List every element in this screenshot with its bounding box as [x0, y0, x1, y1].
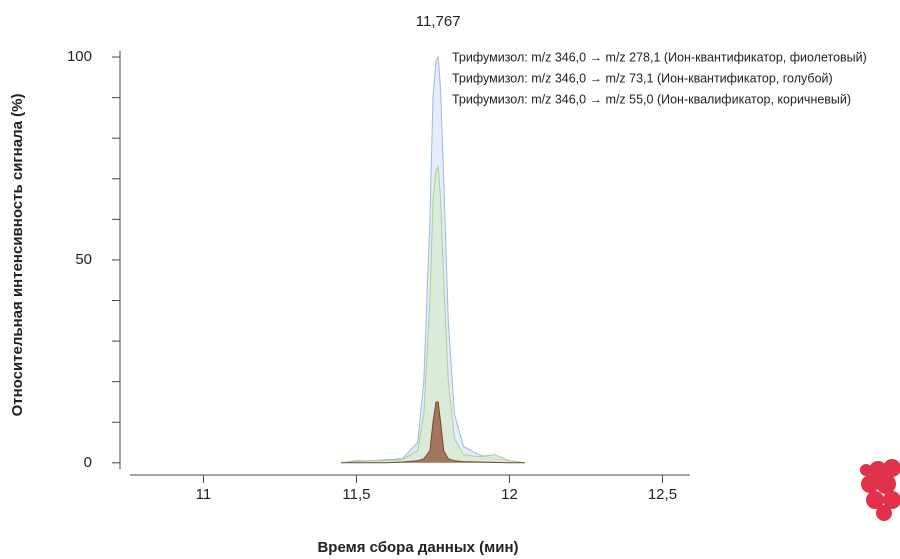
- x-tick-label: 12,5: [648, 486, 677, 503]
- y-tick-label: 0: [84, 454, 92, 471]
- x-axis-title: Время сбора данных (мин): [317, 539, 518, 556]
- area: [341, 164, 525, 464]
- legend-entry: Трифумизол: m/z 346,0 → m/z 278,1 (Ион-к…: [452, 50, 867, 64]
- y-axis-title: Относительная интенсивность сигнала (%): [9, 94, 26, 417]
- legend-entry: Трифумизол: m/z 346,0 → m/z 73,1 (Ион-кв…: [452, 71, 833, 85]
- y-tick-label: 50: [75, 251, 92, 268]
- area: [341, 401, 525, 464]
- legend-entry: Трифумизол: m/z 346,0 → m/z 55,0 (Ион-кв…: [452, 92, 851, 106]
- x-tick-label: 11: [196, 486, 212, 503]
- peak-annotation: 11,767: [416, 13, 461, 30]
- y-tick-label: 100: [67, 48, 92, 65]
- x-tick-label: 12: [501, 486, 518, 503]
- raspberry-icon: [860, 459, 900, 521]
- x-tick-label: 11,5: [342, 486, 370, 503]
